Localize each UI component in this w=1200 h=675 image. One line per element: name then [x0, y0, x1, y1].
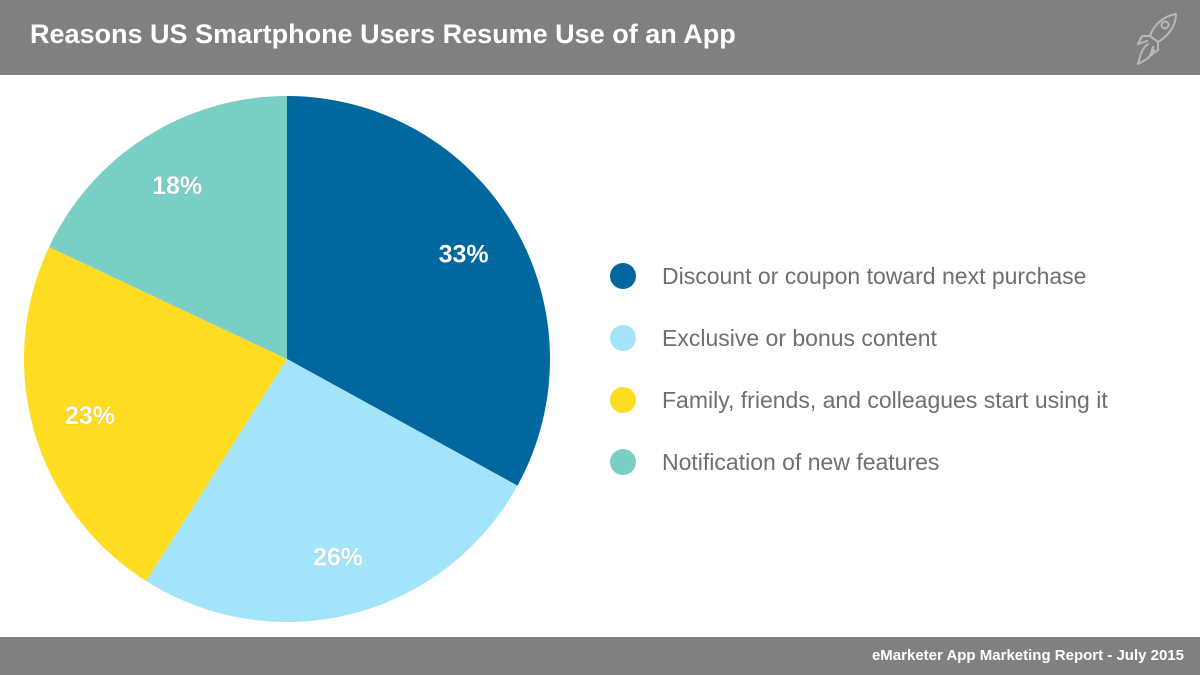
legend-label: Exclusive or bonus content: [662, 324, 937, 351]
slice-value-label: 23%: [65, 402, 115, 430]
legend-label: Family, friends, and colleagues start us…: [662, 386, 1108, 413]
footer-bar: eMarketer App Marketing Report - July 20…: [0, 637, 1200, 675]
slice-value-label: 18%: [152, 172, 202, 200]
slice-value-label: 26%: [313, 544, 363, 572]
legend-item: Exclusive or bonus content: [610, 307, 1108, 369]
legend-item: Notification of new features: [610, 431, 1108, 493]
legend-item: Family, friends, and colleagues start us…: [610, 369, 1108, 431]
legend-swatch: [610, 449, 636, 475]
slice-value-label: 33%: [439, 241, 489, 269]
legend-swatch: [610, 325, 636, 351]
legend: Discount or coupon toward next purchase E…: [610, 245, 1108, 493]
rocket-icon: [1137, 13, 1177, 65]
pie-slice: [146, 359, 518, 623]
legend-label: Discount or coupon toward next purchase: [662, 262, 1087, 289]
legend-label: Notification of new features: [662, 448, 940, 475]
pie-chart: 33% 26% 23% 18%: [23, 96, 551, 623]
pie-slice: [287, 96, 551, 486]
source-note: eMarketer App Marketing Report - July 20…: [871, 647, 1184, 664]
header-bar: Reasons US Smartphone Users Resume Use o…: [0, 0, 1200, 75]
legend-item: Discount or coupon toward next purchase: [610, 245, 1108, 307]
chart-title: Reasons US Smartphone Users Resume Use o…: [30, 19, 736, 49]
pie-slice: [49, 96, 287, 359]
legend-swatch: [610, 387, 636, 413]
pie-slice: [23, 247, 288, 582]
legend-swatch: [610, 263, 636, 289]
chart-area: 33% 26% 23% 18% Discount or coupon toward n…: [0, 75, 1200, 637]
